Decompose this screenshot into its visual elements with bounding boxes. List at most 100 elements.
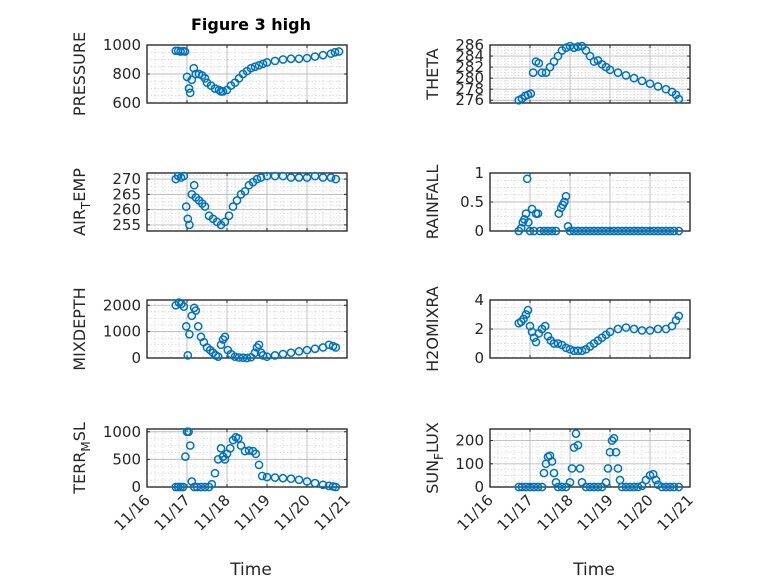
data-point	[521, 209, 531, 218]
data-point	[270, 351, 280, 360]
data-point	[189, 180, 199, 190]
data-point	[667, 321, 677, 331]
data-point	[252, 174, 262, 184]
plot-area	[146, 299, 348, 359]
y-axis-label: RAINFALL	[423, 165, 442, 240]
y-tick-label: 0	[474, 222, 484, 240]
data-point	[210, 468, 220, 478]
data-point	[191, 306, 201, 315]
x-tick-label: 11/21	[654, 491, 697, 534]
axes-box	[489, 44, 691, 104]
data-series	[171, 171, 341, 230]
data-point	[180, 47, 190, 56]
data-point	[326, 49, 336, 59]
data-point	[256, 173, 266, 182]
y-axis-label: TERRMSL	[70, 422, 93, 495]
y-tick-label: 2	[474, 320, 484, 338]
data-point	[258, 59, 268, 69]
data-point	[240, 186, 250, 196]
data-point	[537, 68, 547, 77]
data-point	[178, 482, 188, 492]
plot-area	[489, 44, 691, 104]
data-point	[331, 343, 341, 352]
data-point	[593, 226, 603, 236]
data-point	[539, 468, 549, 478]
data-point	[621, 71, 631, 80]
data-point	[232, 196, 242, 205]
data-series	[171, 427, 341, 492]
data-point	[669, 482, 679, 492]
data-point	[633, 482, 643, 492]
data-point	[257, 471, 267, 481]
data-point	[179, 171, 189, 181]
y-axis-label: MIXDEPTH	[70, 287, 89, 370]
axes-box	[146, 172, 348, 232]
y-tick-label: 2000	[103, 296, 141, 314]
data-point	[318, 50, 328, 60]
data-point	[547, 457, 557, 466]
data-point	[535, 226, 545, 236]
data-point	[565, 344, 575, 354]
data-point	[270, 473, 280, 482]
y-tick-label: 500	[112, 450, 141, 468]
data-point	[181, 202, 191, 211]
data-point	[302, 345, 312, 355]
data-point	[220, 332, 230, 342]
data-point	[674, 94, 684, 104]
data-point	[603, 464, 613, 473]
data-point	[310, 52, 320, 61]
x-axis-label: Time	[229, 560, 272, 580]
y-tick-label: 0.5	[460, 193, 484, 211]
data-point	[533, 482, 543, 492]
data-point	[573, 42, 583, 52]
data-point	[539, 226, 549, 236]
data-point	[565, 41, 575, 51]
data-point	[244, 446, 254, 455]
y-axis-label: SUNFLUX	[423, 422, 446, 494]
x-axis-label: Time	[572, 560, 615, 580]
data-point	[302, 53, 312, 63]
data-point	[184, 427, 193, 437]
y-tick-label: 0	[131, 349, 141, 367]
data-point	[653, 324, 663, 334]
data-point	[200, 202, 210, 211]
data-point	[270, 56, 280, 66]
data-point	[522, 174, 532, 184]
y-axis-label: H2OMIXRA	[423, 286, 442, 372]
data-point	[240, 446, 250, 456]
data-point	[611, 447, 621, 457]
data-point	[334, 47, 344, 56]
data-point	[331, 174, 341, 184]
data-series	[514, 41, 684, 105]
y-tick-label: 100	[455, 455, 484, 473]
data-point	[519, 314, 528, 324]
data-point	[183, 214, 193, 224]
data-point	[537, 482, 547, 492]
data-point	[286, 173, 296, 182]
subplot-pressure: 600 800 1000 PRESSURE	[70, 32, 348, 116]
data-point	[521, 310, 531, 319]
data-point	[573, 440, 583, 450]
data-point	[637, 481, 647, 491]
x-tick-label: 11/18	[191, 491, 234, 534]
data-point	[184, 84, 194, 93]
data-point	[547, 226, 557, 236]
data-point	[242, 353, 252, 363]
data-point	[196, 482, 206, 492]
data-point	[653, 226, 663, 236]
data-point	[318, 480, 328, 490]
data-point	[310, 478, 320, 488]
data-point	[637, 226, 647, 236]
x-tick-label: 11/19	[574, 491, 617, 534]
data-point	[189, 63, 199, 73]
data-point	[534, 58, 544, 68]
data-point	[565, 478, 575, 487]
data-point	[220, 455, 230, 464]
data-point	[330, 47, 340, 57]
data-point	[216, 443, 226, 453]
data-point	[617, 226, 627, 236]
data-point	[254, 460, 264, 470]
tick-marks	[146, 44, 348, 104]
data-series	[514, 305, 684, 356]
data-point	[649, 226, 659, 236]
